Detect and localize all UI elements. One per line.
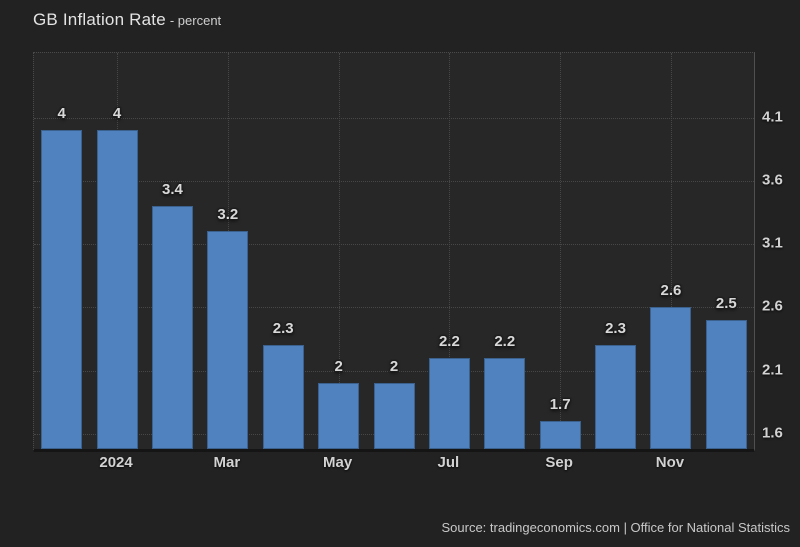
y-tick-label: 4.1 [762,108,783,126]
bar-value-label: 4 [57,105,66,123]
y-axis: 4.1 3.6 3.1 2.6 2.1 1.6 [762,52,800,448]
bar[interactable] [428,357,470,449]
gridline-vertical [338,53,340,449]
bar-value-label: 2.2 [494,332,516,350]
y-tick-label: 1.6 [762,424,783,442]
bar-value-label: 2 [389,358,399,376]
bar-value-label: 2 [334,358,343,376]
source-attribution: Source: tradingeconomics.com | Office fo… [441,520,790,535]
bar-value-label: 3.2 [217,206,239,224]
gridline-horizontal [34,370,754,372]
bar[interactable] [96,130,138,449]
bar-value-label: 2.3 [272,320,294,338]
gridline-horizontal [34,244,754,246]
y-tick-label: 3.6 [762,171,783,189]
x-tick-label: Nov [655,454,685,471]
gridline-vertical [449,53,451,449]
x-tick-label: 2024 [99,454,133,471]
x-tick-label: Sep [545,454,573,471]
chart-title: GB Inflation Rate [33,10,166,29]
bar[interactable] [650,307,692,449]
plot-area: 4 4 3.4 3.2 2.3 2 2 2.2 2.2 1.7 2.3 2.6 2.5 [33,52,755,452]
chart-header: GB Inflation Rate - percent [33,10,221,30]
gridline-vertical [560,53,562,449]
bar-value-label: 2.3 [605,320,626,338]
y-tick-label: 3.1 [762,234,783,252]
bar-value-label: 3.4 [162,181,183,199]
gridline-horizontal [34,307,754,309]
x-tick-label: May [323,454,353,471]
bar[interactable] [41,130,83,449]
gridline-horizontal [34,117,754,119]
x-tick-label: Mar [213,454,241,471]
bar[interactable] [595,345,637,449]
y-tick-label: 2.1 [762,361,783,379]
x-tick-label: Jul [437,454,460,471]
bar[interactable] [484,357,526,449]
bar[interactable] [207,231,249,449]
gridline-vertical [670,53,672,449]
bar[interactable] [262,345,304,449]
bar-value-label: 2.5 [715,294,737,312]
y-tick-label: 2.6 [762,297,783,315]
bar[interactable] [373,383,415,449]
bar-value-label: 4 [112,105,122,123]
gridline-horizontal [34,180,754,182]
x-axis: 2024 Mar May Jul Sep Nov [33,454,753,474]
bar[interactable] [539,421,581,449]
bar-value-label: 2.6 [660,282,682,300]
bar[interactable] [151,206,193,449]
bar[interactable] [705,319,747,449]
chart-subtitle: - percent [169,13,222,28]
bar-value-label: 1.7 [549,396,571,414]
bar[interactable] [318,383,360,449]
bar-value-label: 2.2 [438,332,460,350]
